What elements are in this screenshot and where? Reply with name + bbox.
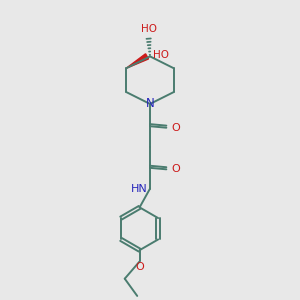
Text: O: O	[135, 262, 144, 272]
Text: HN: HN	[131, 184, 148, 194]
Text: HO: HO	[140, 24, 157, 34]
Text: HO: HO	[153, 50, 169, 60]
Text: O: O	[172, 164, 181, 174]
Text: O: O	[172, 123, 181, 133]
Polygon shape	[126, 54, 148, 68]
Text: N: N	[146, 98, 154, 110]
